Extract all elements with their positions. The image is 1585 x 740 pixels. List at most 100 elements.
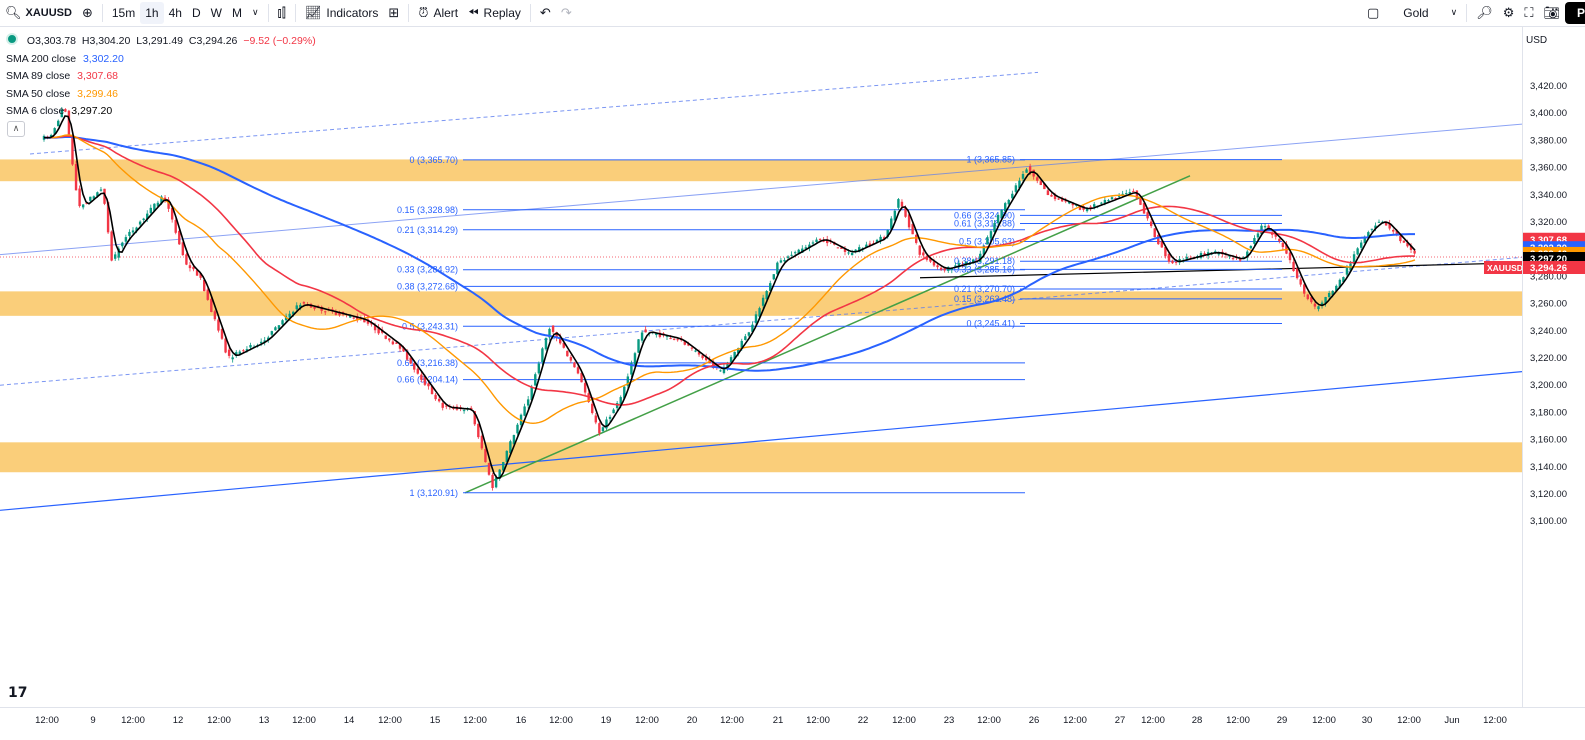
- candle-body: [865, 244, 868, 248]
- currency-label[interactable]: USD: [1526, 35, 1548, 46]
- candle-body: [1039, 181, 1042, 186]
- candle-body: [633, 353, 637, 366]
- price-chart[interactable]: 0 (3,365.70) 0.15 (3,328.98) 0.21 (3,314.2…: [0, 27, 1522, 707]
- candle-body: [808, 244, 811, 249]
- interval-m[interactable]: M: [231, 6, 242, 20]
- candle-body: [932, 261, 936, 266]
- candle-body: [875, 239, 879, 244]
- candle-body: [989, 231, 993, 239]
- publish-button[interactable]: P: [1565, 2, 1585, 24]
- interval-1h[interactable]: 1h: [140, 2, 164, 24]
- candle-body: [1313, 303, 1317, 307]
- indicators-label: Indicators: [326, 6, 379, 20]
- candle-body: [793, 252, 797, 254]
- candle-body: [683, 341, 686, 345]
- legend-collapse-button[interactable]: ∧: [7, 121, 25, 137]
- interval-15m[interactable]: 15m: [111, 6, 136, 20]
- candle-body: [395, 342, 398, 344]
- time-tick-label: 21: [773, 715, 784, 726]
- time-tick-label: 12:00: [207, 715, 231, 726]
- replay-button[interactable]: ⏪︎ Replay: [463, 2, 526, 24]
- sma-50-row[interactable]: SMA 50 close 3,299.46: [6, 86, 316, 104]
- candle-body: [1153, 228, 1156, 238]
- candle-body: [1345, 268, 1349, 275]
- legend: O3,303.78 H3,304.20 L3,291.49 C3,294.26 …: [6, 33, 316, 121]
- time-tick-label: 14: [344, 715, 355, 726]
- interval-d[interactable]: D: [191, 6, 201, 20]
- candle-body: [121, 242, 124, 247]
- time-axis[interactable]: 12:00 9 12:00 12 12:00 13 12:00 14 12:00 15 12:00 1…: [0, 707, 1585, 735]
- candle-body: [1238, 258, 1242, 261]
- time-tick-label: 19: [601, 715, 612, 726]
- candle-body: [551, 325, 555, 332]
- fib-level-label: 0.66 (3,324.90): [954, 210, 1015, 220]
- change-value: −9.52 (−0.29%): [243, 35, 316, 47]
- sma-89-row[interactable]: SMA 89 close 3,307.68: [6, 68, 316, 86]
- screenshot-button[interactable]: 📷︎: [1538, 2, 1565, 24]
- price-tick-label: 3,340.00: [1530, 190, 1567, 201]
- candle-body: [1399, 236, 1402, 242]
- candle-body: [907, 214, 911, 228]
- ohlc-row: O3,303.78 H3,304.20 L3,291.49 C3,294.26 …: [6, 33, 316, 51]
- candle-body: [1025, 169, 1028, 173]
- candle-body: [409, 357, 412, 364]
- quick-search-button[interactable]: 🔎︎: [1471, 2, 1498, 24]
- candle-body: [882, 237, 886, 239]
- candle-body: [238, 351, 241, 356]
- interval-4h[interactable]: 4h: [168, 6, 182, 20]
- candle-body: [779, 260, 783, 263]
- sma-200-row[interactable]: SMA 200 close 3,302.20: [6, 51, 316, 69]
- candle-body: [790, 254, 793, 256]
- sma-6-row[interactable]: SMA 6 close 3,297.20: [6, 103, 316, 121]
- candle-body: [996, 214, 1000, 223]
- indicators-button[interactable]: 📈︎ Indicators: [300, 2, 384, 24]
- candle-body: [772, 274, 775, 280]
- alert-button[interactable]: ⏰︎ Alert: [413, 2, 463, 24]
- layout-dropdown[interactable]: ∨: [1446, 2, 1463, 24]
- candle-body: [57, 120, 60, 127]
- interval-w[interactable]: W: [210, 6, 222, 20]
- price-badge-label: 3,297.20: [1530, 254, 1567, 265]
- layout-toggle-button[interactable]: ▢: [1362, 2, 1384, 24]
- rewind-icon: ⏪︎: [468, 5, 479, 21]
- candle-body: [605, 419, 608, 429]
- time-tick-label: 12:00: [1483, 715, 1507, 726]
- candle-body: [413, 363, 416, 370]
- settings-button[interactable]: ⚙: [1498, 2, 1520, 24]
- time-tick-label: 12:00: [1063, 715, 1087, 726]
- fib-level-label: 0.5 (3,243.31): [402, 321, 458, 331]
- redo-button[interactable]: ↷: [556, 2, 577, 24]
- candle-body: [92, 196, 96, 199]
- candle-body: [644, 329, 647, 333]
- candle-body: [1050, 194, 1053, 197]
- symbol-search[interactable]: 🔍︎ XAUUSD: [0, 2, 77, 24]
- last-price-badge-label: 3,294.26: [1530, 263, 1567, 274]
- price-tick-label: 3,360.00: [1530, 163, 1567, 174]
- symbol-name: XAUUSD: [25, 7, 72, 19]
- chart-type-button[interactable]: ⫾⫿: [273, 2, 291, 24]
- candle-body: [1256, 233, 1260, 238]
- candle-body: [423, 376, 427, 385]
- candle-body: [391, 341, 395, 345]
- candle-body: [818, 238, 822, 240]
- candle-body: [142, 218, 145, 220]
- compare-button[interactable]: ⊕: [77, 2, 98, 24]
- candle-body: [1299, 279, 1302, 285]
- candle-body: [114, 254, 117, 259]
- candle-body: [1406, 242, 1409, 247]
- fullscreen-button[interactable]: ⛶: [1519, 2, 1538, 24]
- templates-button[interactable]: ⊞: [383, 2, 404, 24]
- price-axis[interactable]: 3,420.00 3,400.00 3,380.00 3,360.00 3,340.00…: [1522, 27, 1585, 707]
- sma-label: SMA 6 close: [6, 105, 65, 117]
- fib-level-label: 0 (3,245.41): [966, 318, 1015, 328]
- time-tick-label: 12:00: [463, 715, 487, 726]
- candle-body: [911, 224, 914, 235]
- undo-button[interactable]: ↶: [535, 2, 556, 24]
- channel-mid-dashed-line: [0, 256, 1522, 386]
- candle-body: [505, 450, 508, 462]
- interval-dropdown[interactable]: ∨: [247, 2, 264, 24]
- candle-body: [1278, 238, 1281, 242]
- layout-name[interactable]: Gold: [1403, 6, 1429, 20]
- tradingview-logo[interactable]: 17: [8, 685, 28, 701]
- candle-body: [1413, 250, 1416, 254]
